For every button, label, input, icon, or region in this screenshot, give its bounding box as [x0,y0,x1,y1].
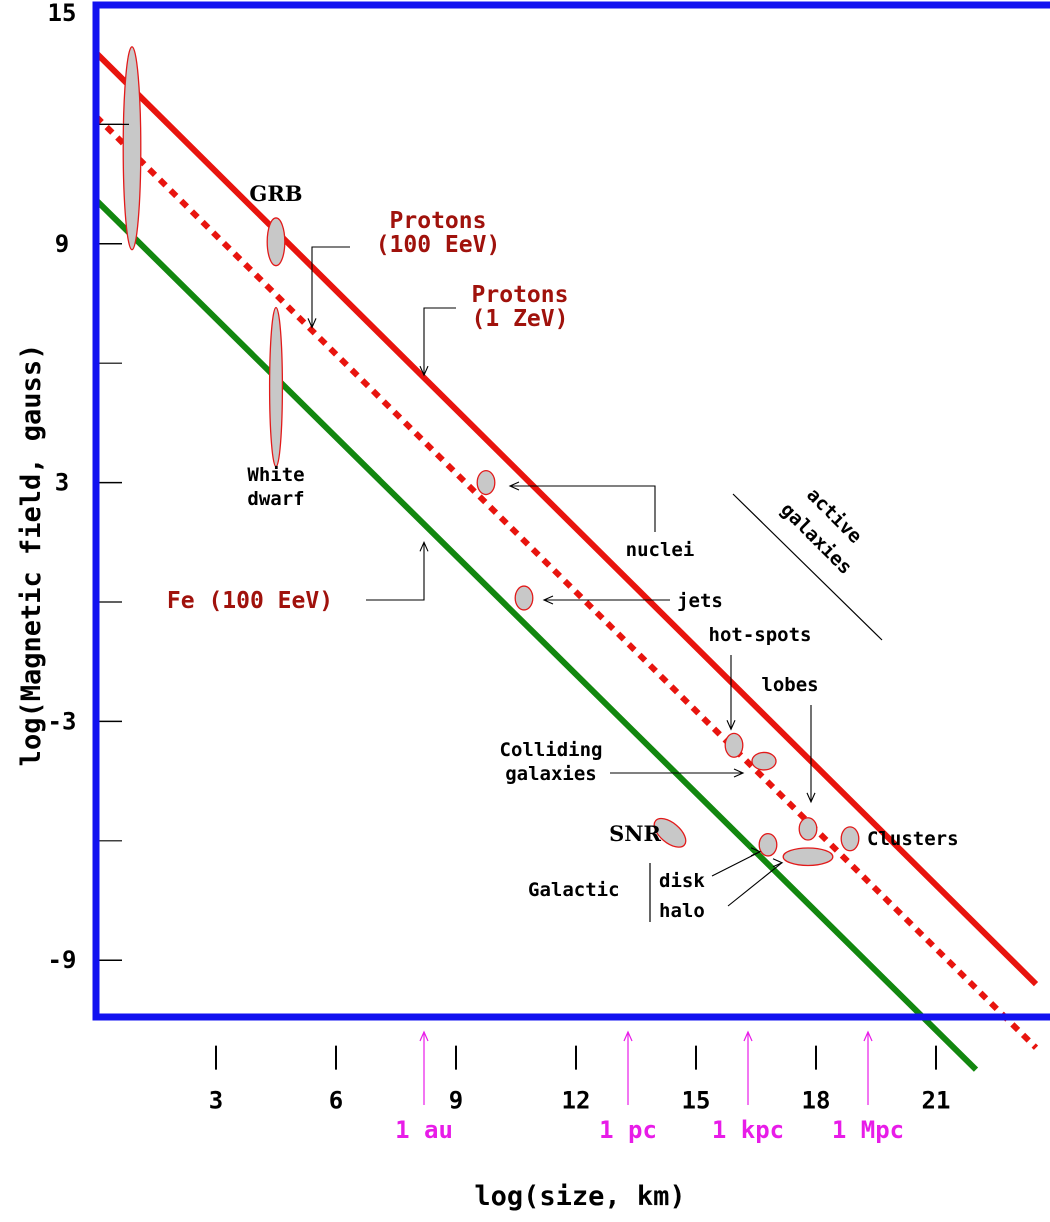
x-axis-label: log(size, km) [474,1181,685,1212]
active-galaxies-divider [732,493,883,641]
x-tick-label: 18 [802,1087,831,1115]
objects-layer [122,46,860,867]
colliding-galaxies-marker [751,751,777,771]
x-tick-label: 15 [682,1087,711,1115]
x-tick-label: 12 [562,1087,591,1115]
neutron-star-marker [122,46,142,251]
grb-marker [266,217,286,267]
protons-100eev-arrowhead [307,318,317,329]
lobes-arrowhead [806,792,816,804]
disk-label: disk [659,870,705,892]
hot-spots-arrowhead [726,720,736,731]
halo-pointer [727,862,783,907]
halo-arrowhead [772,858,784,868]
protons-100eev-label: (100 EeV) [376,232,501,258]
series-line-2 [93,197,979,1072]
y-tick-label: -9 [48,946,77,974]
distance-marker-label: 1 au [395,1116,453,1144]
nuclei-marker [476,470,496,496]
y-tick-label: 3 [55,469,69,497]
colliding-galaxies-arrowhead [733,768,745,778]
halo-marker [782,847,834,867]
protons-1zev-arrowhead [419,365,429,377]
snr-label: SNR [609,821,661,846]
distance-marker-arrowhead [743,1030,753,1042]
distance-marker-arrowhead [419,1030,429,1042]
fe-100eev-label: Fe (100 EeV) [167,588,333,614]
plot-frame [92,1,1050,1021]
protons-100eev-pointer [311,246,350,328]
y-tick-label: 9 [55,230,69,258]
series-line-1 [93,114,1039,1050]
hot-spots-label: hot-spots [709,624,812,646]
distance-marker-arrowhead [863,1030,873,1042]
y-top-tick-label: 15 [48,0,77,27]
y-axis-label: log(Magnetic field, gauss) [16,344,47,767]
snr-marker [653,817,687,848]
nuclei-label: nuclei [626,539,695,561]
distance-marker-arrowhead [623,1030,633,1042]
jets-marker [514,585,534,611]
distance-marker-label: 1 pc [599,1116,657,1144]
protons-1zev-label: (1 ZeV) [472,306,569,332]
lobes-label: lobes [761,674,818,696]
nuclei-pointer [510,485,656,532]
x-tick-label: 21 [922,1087,951,1115]
jets-label: jets [677,590,723,612]
white-dwarf-marker [268,306,284,468]
white-dwarf-label: dwarf [247,488,304,510]
ticks-layer: 3 6 9 12 15 18 21 9 3 -3 -9 [48,123,951,1115]
distance-marker-label: 1 Mpc [832,1116,904,1144]
galactic-label: Galactic [528,879,620,901]
grb-label: GRB [249,181,302,206]
clusters-marker [840,826,860,852]
protons-100eev-label: Protons [390,208,487,234]
x-tick-label: 3 [209,1087,223,1115]
disk-marker [758,832,778,857]
lobes-marker [798,817,818,841]
hot-spots-marker [724,732,744,758]
y-tick-label: -3 [48,707,77,735]
x-tick-label: 9 [449,1087,463,1115]
nuclei-arrowhead [508,481,520,491]
colliding-galaxies-label: Colliding [500,739,603,761]
axis-labels-layer: 15 log(size, km) log(Magnetic field, gau… [16,0,686,1212]
annotations-layer: NeutronstarGRBWhitedwarfProtons(100 EeV)… [96,123,959,1144]
protons-1zev-label: Protons [472,282,569,308]
x-tick-label: 6 [329,1087,343,1115]
distance-marker-label: 1 kpc [712,1116,784,1144]
colliding-galaxies-label: galaxies [505,763,597,785]
protons-1zev-pointer [423,307,456,376]
fe-100eev-arrowhead [419,540,429,552]
fe-100eev-pointer [366,542,425,601]
clusters-label: Clusters [867,828,959,850]
white-dwarf-label: White [247,464,304,486]
jets-arrowhead [542,595,554,605]
lines-layer [93,50,1039,1072]
halo-label: halo [659,900,705,922]
disk-arrowhead [750,847,762,857]
series-line-0 [93,50,1039,987]
